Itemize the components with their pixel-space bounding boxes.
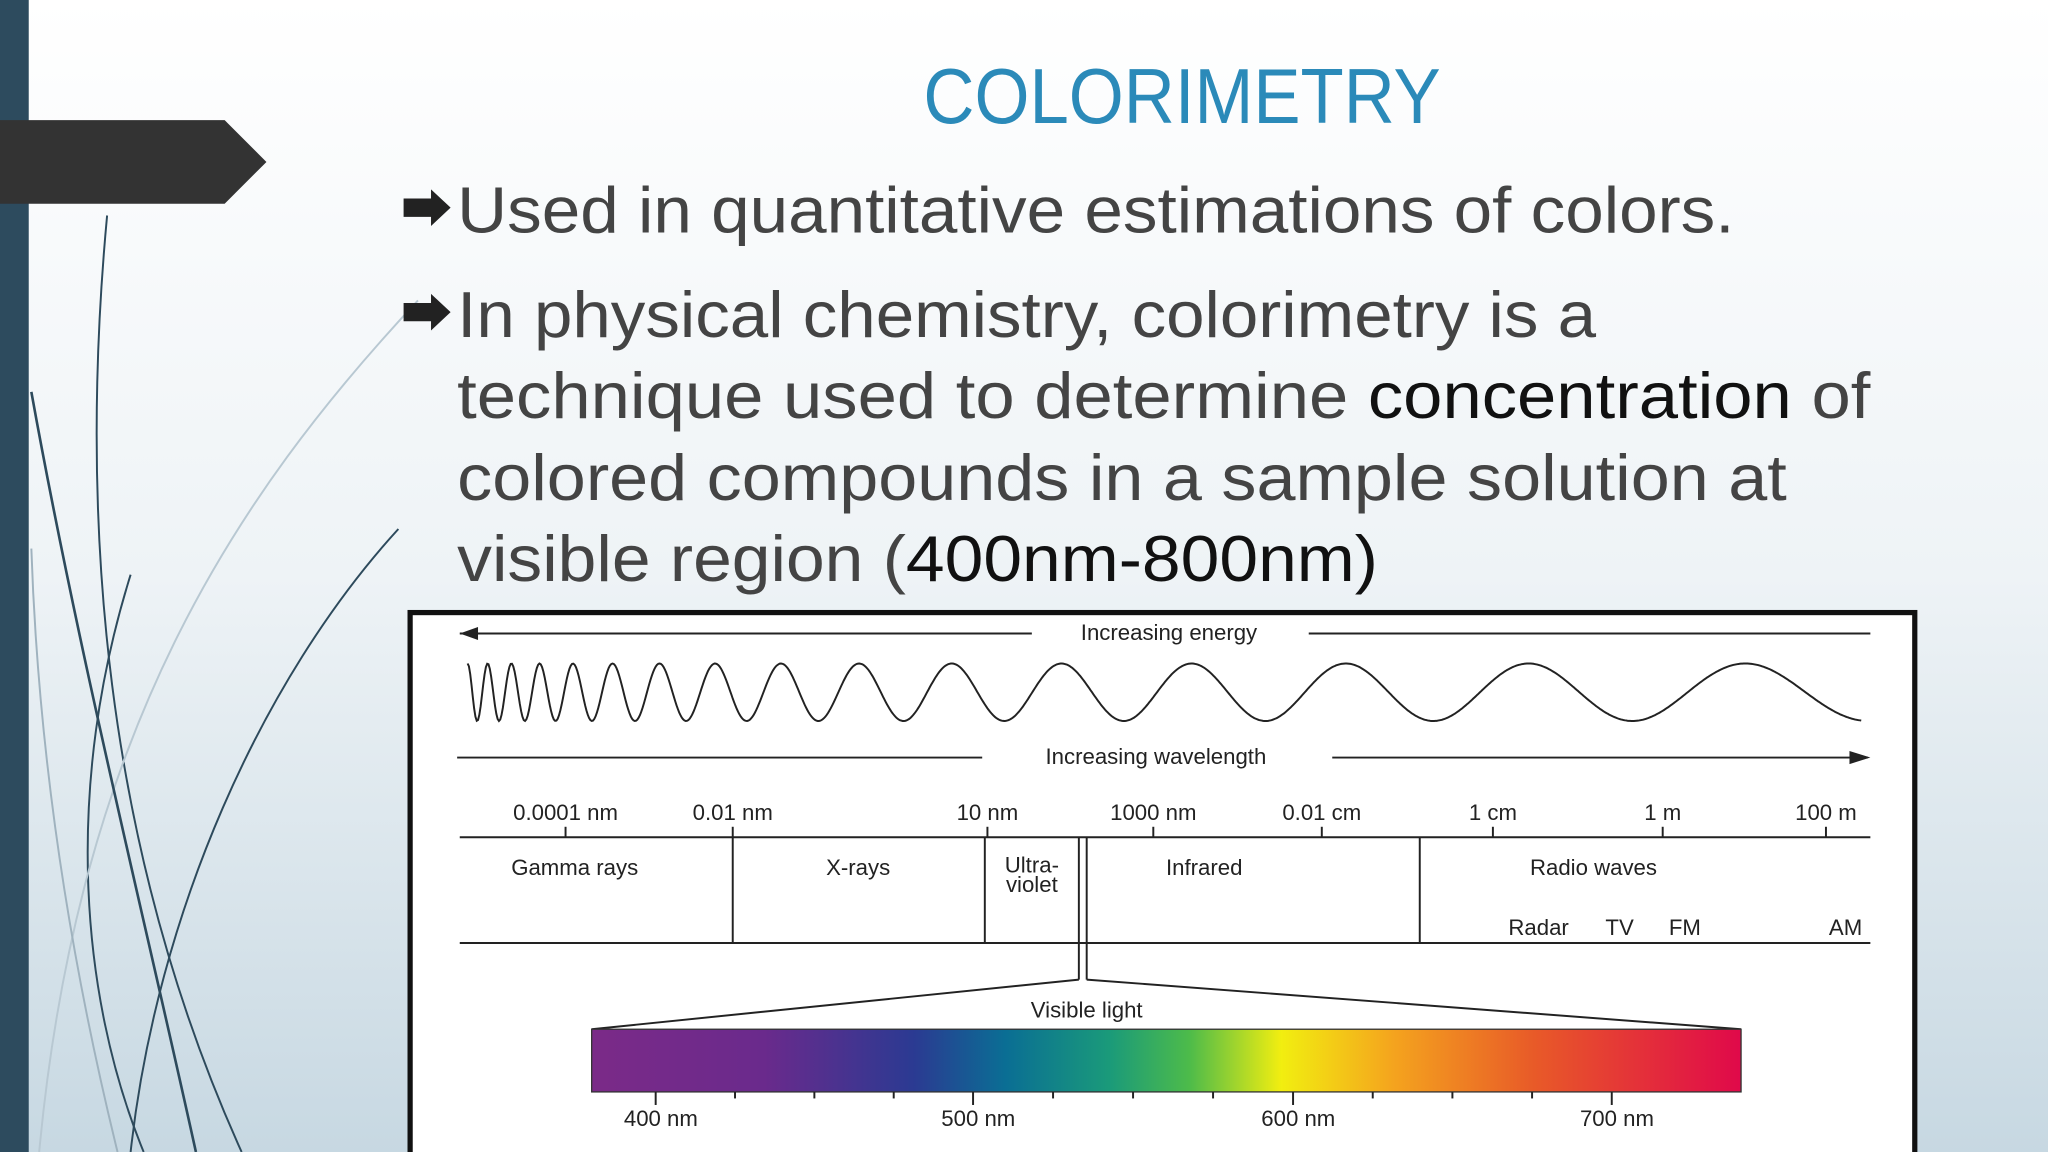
region-label: Gamma rays: [511, 855, 638, 880]
decor-curves: [30, 215, 419, 1152]
emphasis-text: concentration: [1368, 359, 1792, 432]
visible-label: Visible light: [1031, 997, 1143, 1022]
visible-spectrum: [591, 1028, 1742, 1093]
bullet-icon: [403, 189, 451, 226]
scale-label: 100 m: [1795, 800, 1857, 825]
band-label: TV: [1605, 915, 1634, 940]
bullet-line: In physical chemistry, colorimetry is a: [457, 278, 1597, 351]
visible-scale-label: 700 nm: [1580, 1106, 1654, 1131]
text-segment: colored compounds in a sample solution a…: [457, 441, 1787, 514]
region-label: Ultra-: [1005, 852, 1059, 877]
wavelength-label: Increasing wavelength: [1046, 744, 1267, 769]
title-tab: [0, 120, 267, 204]
scale-label: 1 m: [1644, 800, 1681, 825]
emphasis-text: 400nm-800nm): [906, 522, 1378, 595]
bullet-line: Used in quantitative estimations of colo…: [457, 173, 1734, 246]
band-label: Radar: [1508, 915, 1569, 940]
scale-label: 0.01 cm: [1282, 800, 1361, 825]
zoom-line: [591, 978, 1079, 1031]
bullet-line: colored compounds in a sample solution a…: [457, 441, 1787, 514]
visible-scale-label: 500 nm: [941, 1106, 1015, 1131]
text-segment: Used in quantitative estimations of colo…: [457, 173, 1734, 246]
arrow-head: [459, 626, 479, 640]
title: COLORIMETRY: [923, 52, 1440, 140]
arrow-head: [1849, 751, 1871, 765]
bullet-line: technique used to determine concentratio…: [457, 359, 1871, 432]
text-segment: technique used to determine: [457, 359, 1368, 432]
band-label: AM: [1829, 915, 1862, 940]
region-label: violet: [1006, 872, 1058, 897]
wave: [466, 662, 1862, 723]
scale-label: 1 cm: [1469, 800, 1517, 825]
zoom-line: [1086, 978, 1742, 1031]
scale-label: 10 nm: [957, 800, 1019, 825]
text-segment: In physical chemistry, colorimetry is a: [457, 278, 1597, 351]
visible-scale-label: 600 nm: [1261, 1106, 1335, 1131]
scale-label: 0.0001 nm: [513, 800, 618, 825]
region-label: Infrared: [1166, 855, 1242, 880]
text-segment: visible region (: [457, 522, 906, 595]
bullet-line: visible region (400nm-800nm): [457, 522, 1378, 595]
scale-label: 1000 nm: [1110, 800, 1196, 825]
visible-scale-label: 400 nm: [624, 1106, 698, 1131]
region-label: Radio waves: [1530, 855, 1657, 880]
scale-label: 0.01 nm: [693, 800, 773, 825]
bullet-icon: [403, 293, 451, 331]
energy-label: Increasing energy: [1081, 620, 1258, 645]
band-label: FM: [1669, 915, 1701, 940]
region-label: X-rays: [826, 855, 890, 880]
spectrum-figure: Increasing energy Increasing wavelength 0.…: [407, 609, 1918, 1152]
text-segment: of: [1792, 359, 1871, 432]
